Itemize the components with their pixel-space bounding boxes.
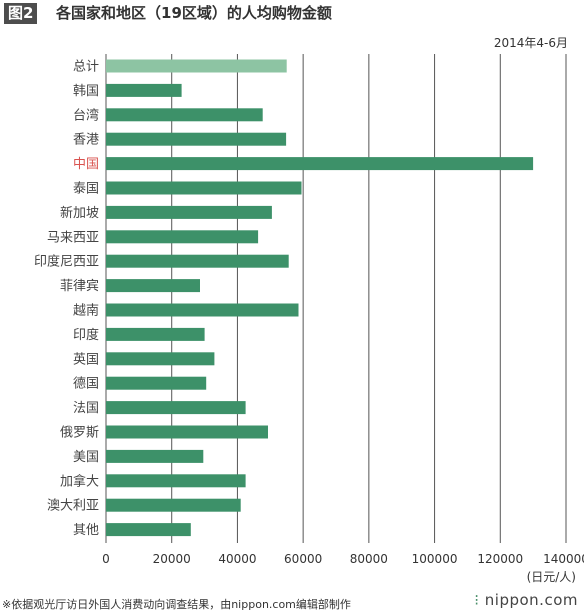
category-label-美国: 美国 [73,450,99,465]
figure-tag: 图2 [4,3,38,24]
category-label-其他: 其他 [73,523,99,538]
x-tick-label-80000: 80000 [350,552,388,566]
bar-菲律宾 [106,279,200,293]
category-label-马来西亚: 马来西亚 [47,230,99,245]
category-label-泰国: 泰国 [73,182,99,197]
category-label-澳大利亚: 澳大利亚 [47,498,99,514]
bar-台湾 [106,108,263,122]
x-tick-label-60000: 60000 [284,552,322,566]
category-label-中国: 中国 [73,157,99,172]
bar-新加坡 [106,205,272,219]
bar-马来西亚 [106,230,259,244]
category-label-新加坡: 新加坡 [60,205,99,221]
bar-中国 [106,157,534,171]
bar-韩国 [106,83,182,97]
bar-英国 [106,352,215,366]
bar-总计 [106,59,287,73]
bar-德国 [106,376,207,390]
x-tick-label-20000: 20000 [153,552,191,566]
bar-美国 [106,449,204,463]
nippon-logo: ⁝ nippon.com [474,591,578,609]
bar-法国 [106,401,246,415]
category-label-俄罗斯: 俄罗斯 [60,426,99,441]
x-tick-label-100000: 100000 [412,552,458,566]
x-tick-label-140000: 140000 [543,552,584,566]
source-note: ※依据观光厅访日外国人消费动向调查结果，由nippon.com编辑部制作 [2,598,351,611]
category-label-总计: 总计 [73,60,99,75]
bar-澳大利亚 [106,498,241,512]
brand-text: nippon.com [484,591,578,609]
bar-越南 [106,303,299,317]
category-label-印度尼西亚: 印度尼西亚 [34,254,99,270]
bar-chart: 总计韩国台湾香港中国泰国新加坡马来西亚印度尼西亚菲律宾越南印度英国德国法国俄罗斯… [34,54,584,566]
category-label-香港: 香港 [73,133,99,148]
category-label-印度: 印度 [73,327,99,343]
period-label: 2014年4-6月 [493,36,568,50]
bar-加拿大 [106,474,246,488]
x-tick-label-0: 0 [102,552,110,566]
x-axis-unit-label: (日元/人) [526,570,576,584]
category-label-加拿大: 加拿大 [60,473,99,489]
chart-header: 图2 各国家和地区（19区域）的人均购物金额 [0,0,584,28]
category-label-英国: 英国 [73,352,99,367]
bar-印度 [106,327,205,341]
bar-泰国 [106,181,302,195]
chart-title: 各国家和地区（19区域）的人均购物金额 [56,4,332,22]
bar-俄罗斯 [106,425,268,439]
bar-印度尼西亚 [106,254,289,268]
category-label-菲律宾: 菲律宾 [60,278,99,294]
bar-香港 [106,132,287,146]
bar-其他 [106,523,191,537]
category-label-韩国: 韩国 [73,84,99,99]
x-tick-label-120000: 120000 [477,552,523,566]
x-tick-label-40000: 40000 [218,552,256,566]
category-label-法国: 法国 [73,401,99,416]
category-label-越南: 越南 [73,303,99,319]
category-label-台湾: 台湾 [73,107,99,123]
category-label-德国: 德国 [73,377,99,392]
